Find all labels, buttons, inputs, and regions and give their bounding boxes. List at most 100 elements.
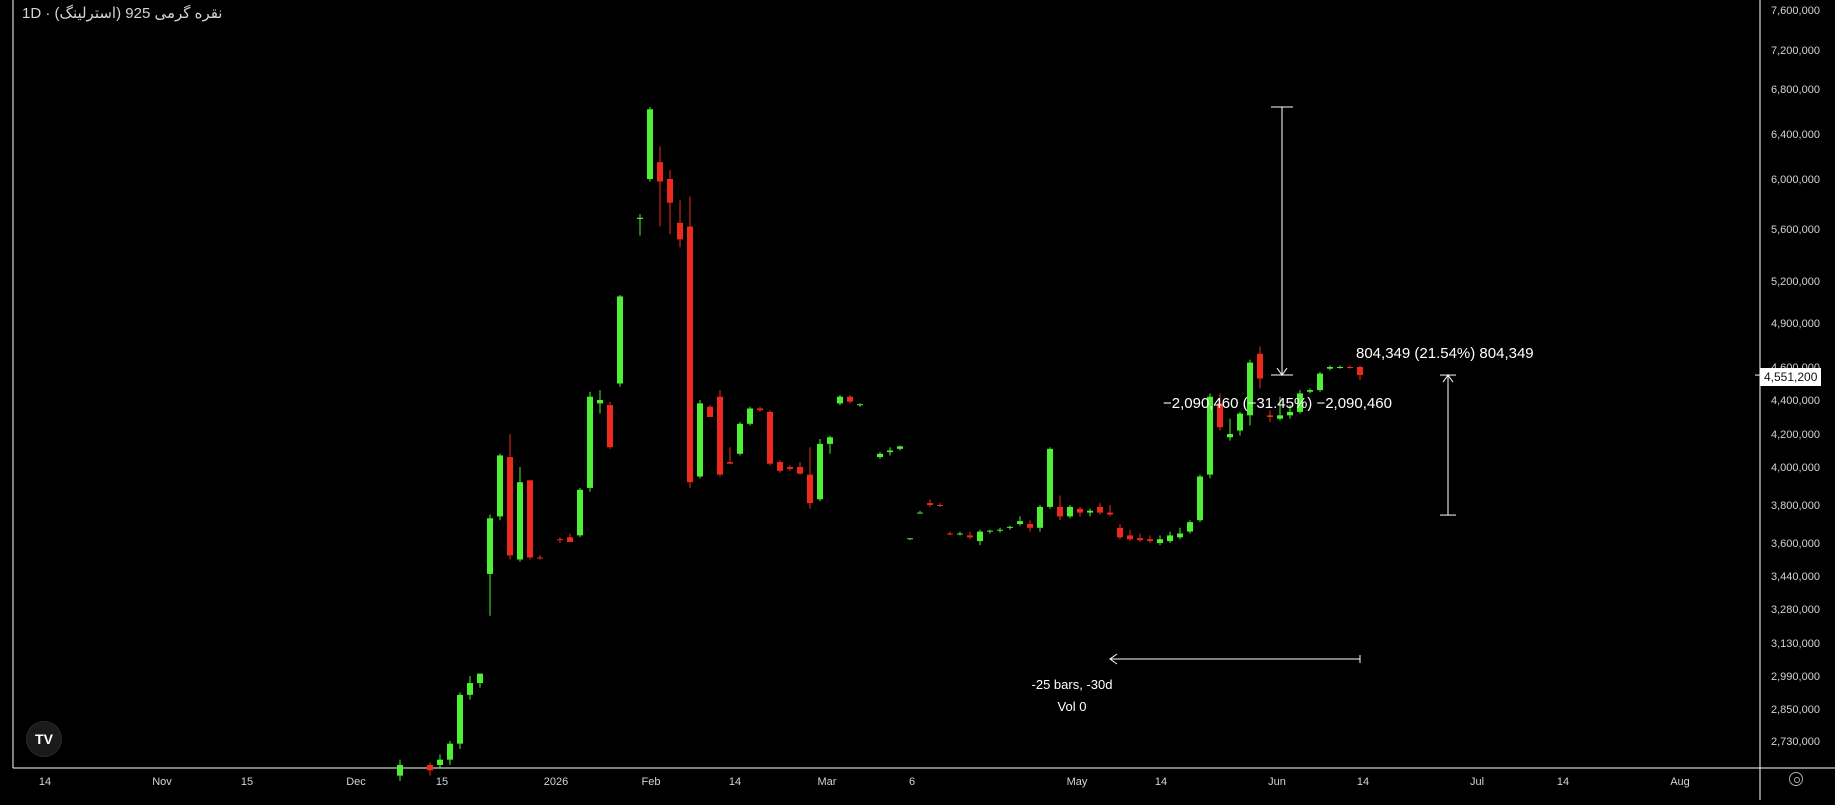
y-tick-label: 2,990,000 (1771, 671, 1820, 683)
candle-body (1307, 390, 1313, 392)
x-tick-label: Feb (642, 776, 661, 788)
candle-body (577, 489, 583, 536)
candle-body (617, 296, 623, 384)
date-range-label: -25 bars, -30d (1032, 677, 1113, 692)
candle-body (1077, 508, 1083, 513)
candle-body (777, 462, 783, 471)
candle-body (1117, 527, 1123, 538)
candle-body (517, 482, 523, 560)
x-tick-label: 2026 (544, 776, 568, 788)
candle-body (507, 457, 513, 556)
x-tick-label: Nov (152, 776, 172, 788)
y-tick-label: 4,900,000 (1771, 318, 1820, 330)
candle-body (837, 396, 843, 404)
y-tick-label: 3,800,000 (1771, 500, 1820, 512)
candle-body (1227, 434, 1233, 438)
y-tick-label: 2,850,000 (1771, 704, 1820, 716)
candle-body (1247, 362, 1253, 416)
x-tick-label: Aug (1670, 776, 1690, 788)
candle-body (717, 396, 723, 475)
rise-range-arrowhead (1442, 374, 1454, 383)
candle-body (897, 446, 903, 449)
y-tick-label: 3,280,000 (1771, 604, 1820, 616)
y-tick-label: 7,600,000 (1771, 5, 1820, 17)
settings-icon[interactable] (1789, 772, 1803, 786)
candle-body (567, 537, 573, 543)
candle-body (1167, 535, 1173, 542)
candle-body (1017, 521, 1023, 524)
y-tick-label: 6,000,000 (1771, 174, 1820, 186)
candle-body (687, 226, 693, 483)
candle-body (437, 759, 443, 765)
x-tick-label: 6 (909, 776, 915, 788)
candle-body (987, 530, 993, 532)
candle-body (527, 480, 533, 558)
x-tick-label: 14 (729, 776, 741, 788)
x-tick-label: 14 (1557, 776, 1569, 788)
date-range-volume-label: Vol 0 (1058, 699, 1087, 714)
candle-body (667, 179, 673, 203)
x-tick-label: Mar (818, 776, 837, 788)
y-tick-label: 4,200,000 (1771, 429, 1820, 441)
candle-body (747, 408, 753, 424)
candle-body (1027, 524, 1033, 528)
candle-body (1267, 415, 1273, 417)
candle-body (1197, 476, 1203, 521)
candle-body (957, 533, 963, 535)
x-tick-label: 15 (436, 776, 448, 788)
candle-body (807, 474, 813, 504)
last-price-badge: 4,551,200 (1760, 368, 1822, 386)
candle-body (737, 423, 743, 454)
candle-body (497, 455, 503, 517)
y-tick-label: 4,000,000 (1771, 462, 1820, 474)
candle-body (1087, 510, 1093, 513)
candle-body (797, 467, 803, 474)
y-tick-label: 3,600,000 (1771, 538, 1820, 550)
x-tick-label: Dec (346, 776, 366, 788)
y-tick-label: 6,400,000 (1771, 129, 1820, 141)
candle-body (457, 694, 463, 744)
candle-body (1157, 539, 1163, 543)
candle-body (787, 467, 793, 469)
rise-range-label: 804,349 (21.54%) 804,349 (1356, 345, 1534, 362)
candle-body (827, 437, 833, 444)
candle-body (977, 531, 983, 542)
candle-body (397, 765, 403, 776)
candle-body (1347, 367, 1353, 368)
candle-body (1107, 512, 1113, 515)
candle-body (487, 518, 493, 574)
date-range-arrowhead (1109, 653, 1118, 665)
candle-body (1187, 522, 1193, 532)
candle-body (447, 743, 453, 760)
drop-range-arrowhead (1276, 367, 1288, 376)
y-tick-label: 5,200,000 (1771, 276, 1820, 288)
candle-body (1277, 415, 1283, 419)
candle-body (1217, 403, 1223, 428)
candle-body (937, 505, 943, 506)
candle-body (767, 411, 773, 464)
candle-body (467, 683, 473, 695)
candle-body (697, 403, 703, 477)
candle-body (927, 503, 933, 505)
x-tick-label: 14 (1357, 776, 1369, 788)
candle-body (557, 539, 563, 541)
candle-body (657, 162, 663, 182)
candle-body (1257, 353, 1263, 379)
y-tick-label: 3,440,000 (1771, 571, 1820, 583)
candle-body (427, 765, 433, 771)
tradingview-logo-icon[interactable]: TV (26, 721, 62, 757)
candle-body (1327, 367, 1333, 369)
candle-body (1137, 538, 1143, 541)
candle-body (967, 535, 973, 538)
y-tick-label: 3,130,000 (1771, 638, 1820, 650)
candle-body (637, 217, 643, 219)
candle-body (1337, 367, 1343, 368)
y-tick-label: 5,600,000 (1771, 224, 1820, 236)
y-tick-label: 4,400,000 (1771, 395, 1820, 407)
candle-body (947, 533, 953, 535)
candle-body (1237, 413, 1243, 431)
candle-body (1317, 373, 1323, 391)
candle-body (1067, 506, 1073, 517)
